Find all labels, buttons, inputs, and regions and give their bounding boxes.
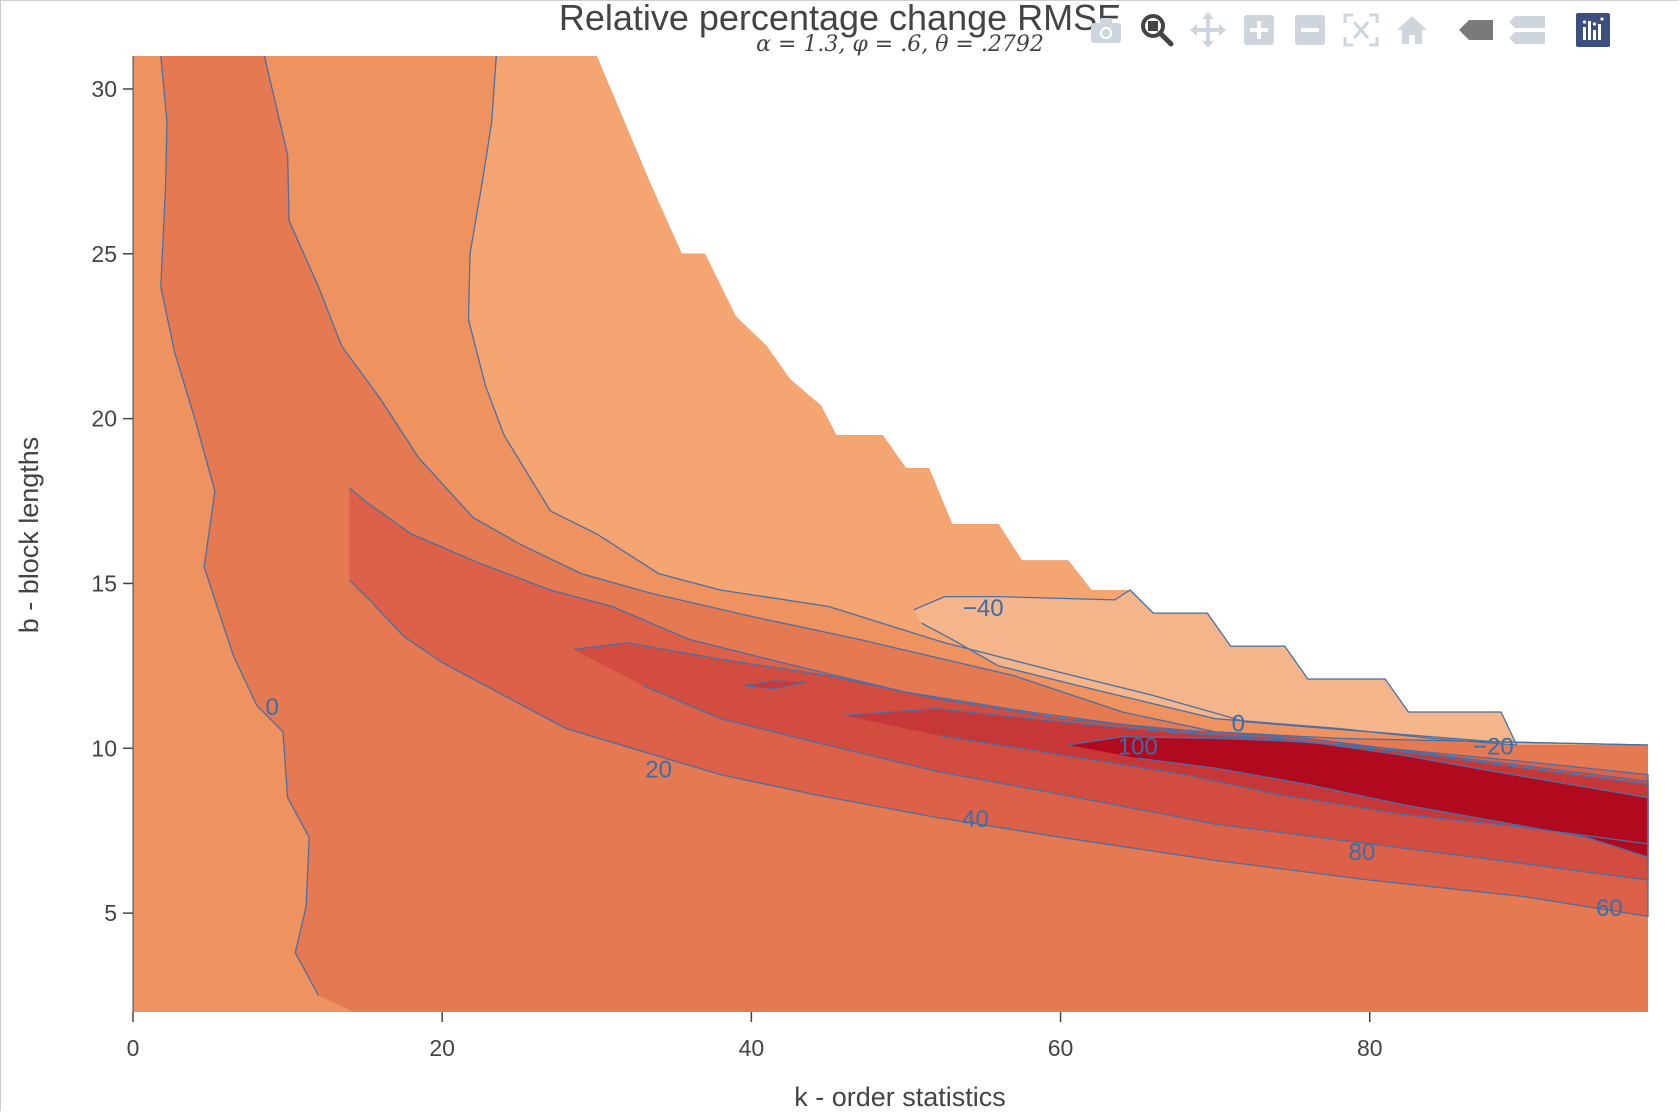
contour-label-1: 0 bbox=[265, 694, 278, 721]
contour-band-minus40-to-minus20 bbox=[468, 56, 1648, 745]
x-tick-label: 40 bbox=[739, 1035, 765, 1061]
contour-label-7: 80 bbox=[1349, 839, 1376, 866]
y-tick-label: 20 bbox=[91, 406, 117, 432]
zoom-icon[interactable] bbox=[1131, 8, 1182, 52]
modebar bbox=[1080, 8, 1618, 52]
y-tick-label: 30 bbox=[91, 76, 117, 102]
contour-band-minus20-to-0-left bbox=[133, 56, 355, 1012]
contour-line-2 bbox=[467, 55, 1649, 746]
y-axis-title: b - block lengths bbox=[14, 436, 44, 634]
contour-line-7 bbox=[1068, 736, 1649, 858]
contour-label-6: −20 bbox=[1473, 734, 1514, 761]
contour-band-lt-minus40 bbox=[913, 590, 1517, 745]
zoom-in-icon[interactable] bbox=[1233, 8, 1284, 52]
contour-label-3: 40 bbox=[962, 806, 989, 833]
x-tick-label: 0 bbox=[127, 1035, 140, 1061]
contour-line-3 bbox=[913, 589, 1518, 746]
hover-compare-icon[interactable] bbox=[1502, 8, 1553, 52]
camera-icon[interactable] bbox=[1080, 8, 1131, 52]
y-tick-label: 15 bbox=[91, 570, 117, 596]
zoom-out-icon[interactable] bbox=[1284, 8, 1335, 52]
contour-band-gt-80 bbox=[1068, 736, 1648, 858]
x-axis-title: k - order statistics bbox=[794, 1082, 1006, 1112]
contour-label-0: −40 bbox=[963, 595, 1004, 622]
contour-island bbox=[743, 680, 806, 690]
home-icon[interactable] bbox=[1386, 8, 1437, 52]
contour-line-6 bbox=[844, 708, 1649, 845]
autoscale-icon[interactable] bbox=[1335, 8, 1386, 52]
x-tick-label: 80 bbox=[1357, 1035, 1383, 1061]
x-tick-label: 20 bbox=[429, 1035, 455, 1061]
contour-label-4: 0 bbox=[1232, 711, 1245, 738]
x-tick-label: 60 bbox=[1048, 1035, 1074, 1061]
contour-label-5: 100 bbox=[1118, 734, 1158, 761]
contour-label-2: 20 bbox=[645, 757, 672, 784]
hover-closest-icon[interactable] bbox=[1451, 8, 1502, 52]
contour-line-5 bbox=[573, 642, 1649, 881]
chart-title: Relative percentage change RMSE bbox=[558, 0, 1122, 38]
contour-label-8: 60 bbox=[1596, 895, 1623, 922]
contour-line-0 bbox=[160, 55, 320, 996]
chart-subtitle: α = 1.3, φ = .6, θ = .2792 bbox=[756, 32, 1044, 57]
pan-icon[interactable] bbox=[1182, 8, 1233, 52]
y-tick-label: 5 bbox=[104, 900, 117, 926]
y-tick-label: 25 bbox=[91, 241, 117, 267]
plotly-logo-icon[interactable] bbox=[1567, 8, 1618, 52]
y-tick-label: 10 bbox=[91, 735, 117, 761]
